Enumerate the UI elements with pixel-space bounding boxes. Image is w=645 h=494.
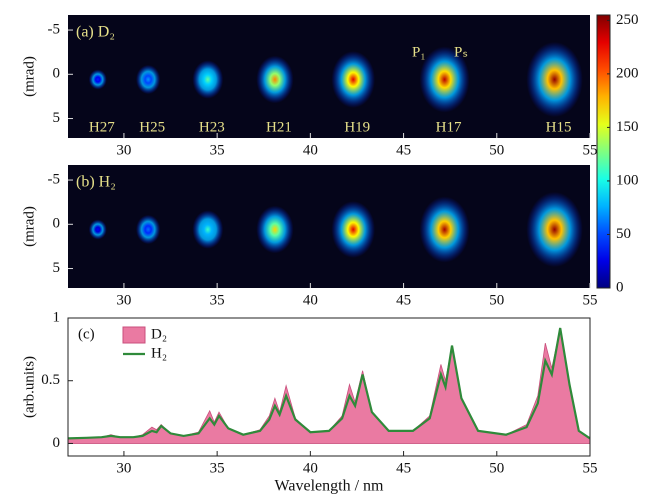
x-tick-label: 35 <box>210 292 225 308</box>
colorbar-tick-label: 0 <box>616 279 624 295</box>
x-tick-label: 40 <box>303 142 318 158</box>
y-tick-label: 0 <box>53 66 61 82</box>
colorbar-tick-label: 150 <box>616 119 639 135</box>
x-tick-label: 30 <box>116 142 131 158</box>
x-tick-label: 45 <box>396 142 411 158</box>
harmonic-spot <box>88 69 107 90</box>
panel-title: (a) D₂ <box>76 24 115 41</box>
harmonic-label: H27 <box>89 119 115 135</box>
y-tick-label: 0 <box>53 435 61 451</box>
harmonic-label: H15 <box>546 119 572 135</box>
y-tick-label: 0.5 <box>41 372 60 388</box>
harmonic-label: H23 <box>199 119 225 135</box>
harmonic-spot <box>526 191 583 268</box>
x-tick-label: 45 <box>396 292 411 308</box>
x-tick-label: 55 <box>583 142 598 158</box>
x-tick-label: 55 <box>583 460 598 476</box>
x-tick-label: 50 <box>489 142 504 158</box>
line <box>67 327 591 440</box>
harmonic-spot <box>419 46 470 113</box>
harmonic-spot <box>192 210 224 249</box>
harmonic-label: H25 <box>139 119 165 135</box>
x-tick-label: 55 <box>583 292 598 308</box>
y-tick-label: 0 <box>53 216 61 232</box>
panel-title: (c) <box>78 326 95 342</box>
harmonic-label: H19 <box>344 119 370 135</box>
x-tick-label: 50 <box>489 292 504 308</box>
harmonic-spot <box>88 219 107 240</box>
harmonic-spot <box>135 214 161 245</box>
harmonic-spot <box>331 51 376 108</box>
x-tick-label: 30 <box>116 292 131 308</box>
y-tick-label: 1 <box>53 309 61 325</box>
y-axis-label: (mrad) <box>21 206 37 247</box>
harmonic-label: H17 <box>436 119 462 135</box>
harmonic-spot <box>419 196 470 263</box>
y-tick-label: -5 <box>48 171 61 187</box>
axes-frame <box>67 317 591 457</box>
legend-label: D₂ <box>151 326 167 342</box>
colorbar-tick-label: 50 <box>616 226 631 242</box>
harmonic-spot <box>256 55 294 104</box>
y-tick-label: -5 <box>48 21 61 37</box>
harmonic-spot <box>526 41 583 118</box>
colorbar <box>596 14 611 289</box>
colorbar-tick-label: 250 <box>616 12 639 28</box>
x-tick-label: 40 <box>303 292 318 308</box>
harmonic-spot <box>135 64 161 95</box>
x-tick-label: 35 <box>210 142 225 158</box>
harmonic-spot <box>192 60 224 99</box>
peak-label: Pₛ <box>454 44 468 60</box>
y-tick-label: 5 <box>53 110 61 126</box>
x-tick-label: 40 <box>303 460 318 476</box>
legend-label: H₂ <box>151 345 167 361</box>
x-tick-label: 35 <box>210 460 225 476</box>
legend-swatch <box>122 326 146 344</box>
x-tick-label: 45 <box>396 460 411 476</box>
area <box>67 327 591 444</box>
x-tick-label: 30 <box>116 460 131 476</box>
peak-label: P₁ <box>412 44 426 60</box>
x-axis-label: Wavelength / nm <box>275 478 384 494</box>
x-tick-label: 50 <box>489 460 504 476</box>
colorbar-tick-label: 100 <box>616 172 639 188</box>
harmonic-spot <box>331 201 376 258</box>
y-axis-label: (arb.units) <box>21 356 37 418</box>
panel-title: (b) H₂ <box>76 174 116 191</box>
harmonic-label: H21 <box>266 119 292 135</box>
harmonic-spot <box>256 205 294 254</box>
colorbar-tick-label: 200 <box>616 65 639 81</box>
y-axis-label: (mrad) <box>21 56 37 97</box>
y-tick-label: 5 <box>53 260 61 276</box>
